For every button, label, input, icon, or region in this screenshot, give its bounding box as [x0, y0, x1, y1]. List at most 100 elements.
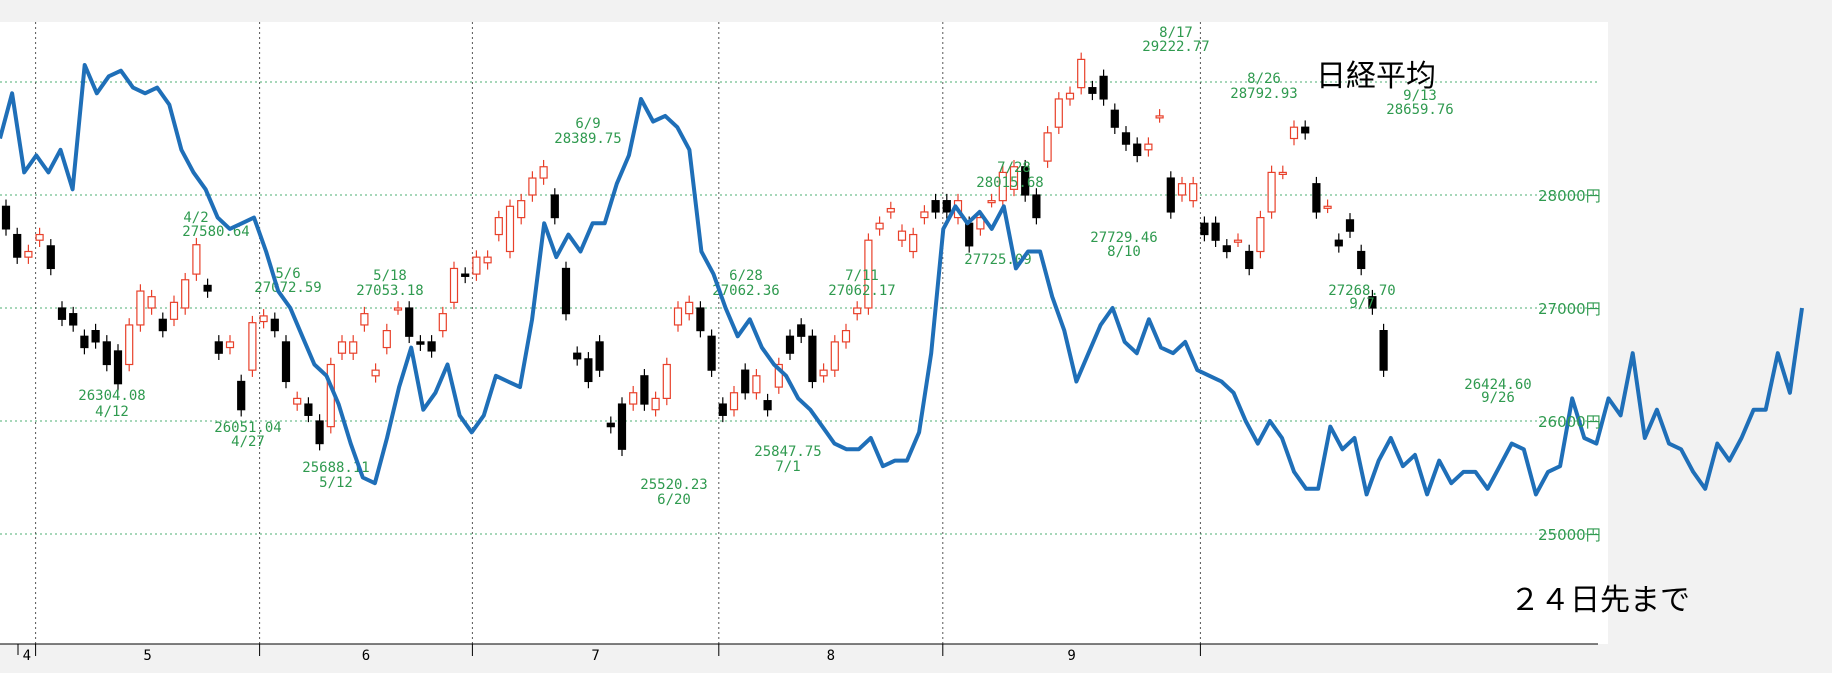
price-annotation: 5/12 [319, 475, 353, 491]
candle-body [214, 341, 223, 354]
price-annotation: 4/2 [183, 210, 208, 226]
candle-body [1043, 132, 1052, 162]
candle-body [629, 392, 638, 405]
candle-body [371, 369, 380, 377]
candle-body [584, 358, 593, 383]
price-annotation: 5/18 [373, 268, 407, 284]
candle-body [517, 200, 526, 219]
price-annotation: 27072.59 [254, 280, 321, 296]
price-annotation: 8/26 [1247, 71, 1281, 87]
candle-body [1155, 115, 1164, 119]
candle-body [405, 307, 414, 337]
candle-body [729, 392, 739, 411]
candle-body [1334, 239, 1343, 247]
candle-body [337, 341, 347, 354]
price-annotation: 27729.46 [1090, 230, 1157, 246]
candle-body [830, 341, 839, 371]
price-annotation: 25688.11 [302, 460, 369, 476]
candle-body [438, 313, 447, 332]
month-label: 5 [143, 648, 151, 664]
price-annotation: 27062.17 [828, 283, 895, 299]
candle-body [864, 239, 873, 309]
price-annotation: 28389.75 [554, 131, 621, 147]
candle-body [617, 403, 627, 450]
candle-body [741, 369, 750, 394]
candle-body [304, 403, 313, 416]
candle-body [1245, 250, 1254, 270]
candle-body [382, 330, 391, 349]
candle-body [24, 250, 33, 258]
candle-body [125, 324, 134, 366]
candle-body [1256, 217, 1265, 253]
candle-body [1177, 183, 1187, 196]
candle-body [1121, 132, 1131, 145]
candle-body [1065, 92, 1075, 100]
candle-body [965, 222, 974, 247]
candle-body [685, 301, 694, 315]
candle-body [696, 307, 705, 332]
forecast-line [0, 63, 1804, 497]
candle-body [69, 313, 78, 326]
grid [0, 81, 1598, 535]
candle-body [505, 205, 515, 253]
price-annotation: 25520.23 [640, 477, 707, 493]
price-annotation: 29222.77 [1142, 39, 1209, 55]
candle-body [360, 313, 369, 326]
candle-body [158, 318, 167, 332]
price-annotation: 7/1 [775, 459, 800, 475]
y-tick-label: 26000円 [1538, 413, 1601, 431]
candle-body [1144, 143, 1153, 151]
price-annotation: 4/27 [231, 434, 265, 450]
candle-body [1267, 171, 1276, 213]
candle-body [1379, 330, 1388, 371]
candle-body [662, 363, 671, 400]
candle-body [1077, 58, 1086, 89]
candle-body [315, 420, 324, 445]
candle-body [1054, 98, 1063, 128]
candle-body [1278, 171, 1287, 175]
y-tick-label: 28000円 [1538, 187, 1601, 205]
candle-body [1166, 177, 1175, 213]
price-annotation: 28792.93 [1230, 86, 1297, 102]
price-annotation: 25847.75 [754, 444, 821, 460]
candle-body [1357, 250, 1366, 270]
y-axis-labels: 25000円 26000円 27000円 28000円 [1538, 187, 1601, 544]
price-annotation: 6/9 [575, 116, 600, 132]
month-label: 6 [362, 648, 370, 664]
candle-body [707, 335, 716, 371]
candle-body [203, 284, 212, 292]
candle-body [931, 200, 940, 213]
candle-body [449, 267, 459, 303]
forecast-line-group [0, 63, 1804, 497]
candle-body [393, 307, 403, 311]
candle-body [136, 290, 145, 326]
candle-body [886, 207, 895, 213]
candle-body [1032, 194, 1041, 219]
candle-body [1323, 205, 1332, 209]
candle-body [349, 341, 358, 354]
y-tick-label: 25000円 [1538, 526, 1601, 544]
candle-body [1289, 126, 1299, 140]
candle-body [1211, 222, 1220, 241]
price-annotation: 6/20 [657, 492, 691, 508]
candle-body [595, 341, 604, 371]
price-annotation: 8/17 [1159, 25, 1193, 41]
candle-body [808, 335, 817, 383]
candle-body [673, 307, 683, 326]
price-annotation: 9/26 [1481, 390, 1515, 406]
price-annotation: 26304.08 [78, 388, 145, 404]
price-annotation: 9/13 [1403, 88, 1437, 104]
candle-body [427, 341, 436, 352]
candle-body [1, 205, 11, 230]
candle-body [1345, 219, 1355, 232]
price-annotation: 26051.04 [214, 420, 281, 436]
candle-body [987, 200, 996, 204]
candle-body [550, 194, 559, 219]
candle-body [80, 335, 89, 349]
candle-body [976, 217, 985, 230]
candle-body [293, 397, 302, 405]
candle-body [1088, 87, 1097, 94]
candle-body [853, 307, 862, 315]
candle-body [1233, 239, 1243, 243]
month-dividers [35, 22, 1201, 644]
